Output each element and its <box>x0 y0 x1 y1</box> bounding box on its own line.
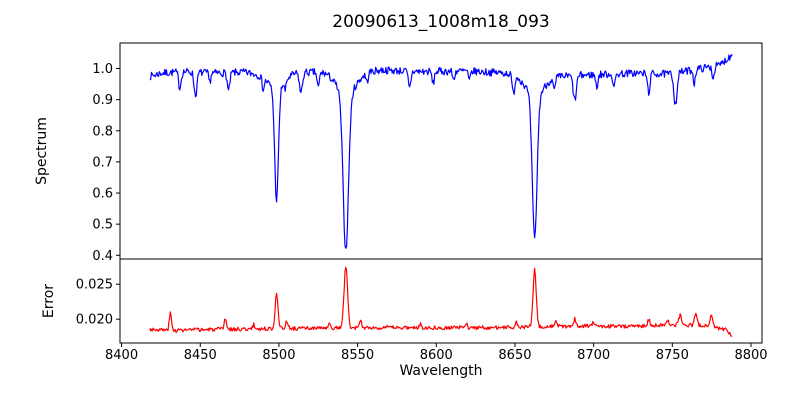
y-tick-label: 0.8 <box>92 124 113 139</box>
x-tick-label: 8500 <box>262 348 295 363</box>
error-line <box>149 266 733 337</box>
y-tick-label: 0.4 <box>92 249 113 264</box>
y-tick-label: 0.025 <box>76 278 113 293</box>
error-spines <box>119 258 763 344</box>
y-tick-label: 0.5 <box>92 218 113 233</box>
x-tick-label: 8600 <box>420 348 453 363</box>
x-tick-label: 8550 <box>341 348 374 363</box>
x-tick-label: 8700 <box>577 348 610 363</box>
y-tick-label: 0.7 <box>92 155 113 170</box>
subplot-error: 0.020 0.025 8400 8450 8500 8550 8600 8650 8700 87… <box>76 258 768 363</box>
y-tick-label: 1.0 <box>92 62 113 77</box>
y-tick-label: 0.020 <box>76 313 113 328</box>
y-tick-label: 0.6 <box>92 187 113 202</box>
x-tick-label: 8650 <box>498 348 531 363</box>
subplot-spectrum: 0.4 0.5 0.6 0.7 0.8 0.9 1.0 <box>92 42 763 264</box>
x-tick-label: 8450 <box>184 348 217 363</box>
x-tick-label: 8800 <box>734 348 767 363</box>
spectrum-line <box>149 53 733 249</box>
x-axis-label: Wavelength <box>399 363 483 379</box>
y-axis-label-error: Error <box>41 283 57 319</box>
y-tick-label: 0.9 <box>92 93 113 108</box>
y-axis-label-spectrum: Spectrum <box>34 117 50 185</box>
x-tick-label: 8750 <box>656 348 689 363</box>
x-tick-label: 8400 <box>105 348 138 363</box>
chart-title: 20090613_1008m18_093 <box>332 12 550 32</box>
spectrum-spines <box>119 42 763 260</box>
